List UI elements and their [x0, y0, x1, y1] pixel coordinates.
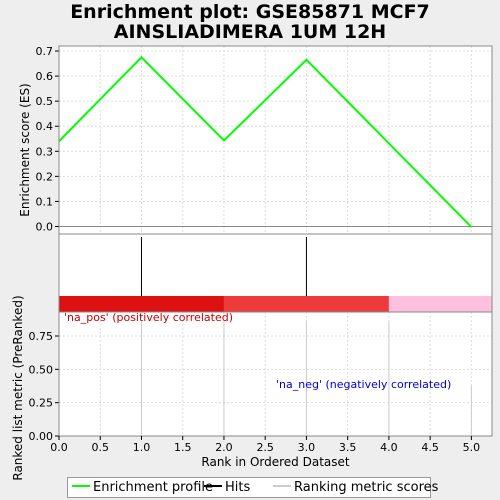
legend-label-enrichment-profile: Enrichment profile — [93, 480, 213, 495]
hits-plot-area — [59, 234, 492, 296]
legend-label-ranking-metric: Ranking metric scores — [294, 480, 439, 495]
colorbar-segment — [388, 296, 492, 312]
es-plot-area — [59, 46, 492, 234]
colorbar-segment — [223, 296, 389, 312]
x-axis-label: Rank in Ordered Dataset — [201, 455, 349, 469]
enrichment-profile-line — [58, 55, 473, 228]
chart-legend: Enrichment profile Hits Ranking metric s… — [67, 477, 438, 498]
es-ytick-label: 0.5 — [36, 95, 54, 108]
legend-swatch-hits — [204, 484, 222, 487]
legend-label-hits: Hits — [225, 480, 251, 495]
es-ytick-label: 0.2 — [36, 170, 54, 183]
metric-ylabel: Ranked list metric (PreRanked) — [11, 295, 25, 480]
metric-pos-label: 'na_pos' (positively correlated) — [64, 311, 233, 324]
es-ytick-label: 0.6 — [36, 70, 54, 83]
xtick-label: 2.0 — [215, 441, 233, 454]
xtick-label: 0.5 — [91, 441, 109, 454]
chart-title-line-2: AINSLIADIMERA 1UM 12H — [113, 21, 387, 43]
metric-ytick-label: 0.25 — [29, 397, 54, 410]
metric-ytick-label: 0.75 — [29, 330, 54, 343]
legend-item-enrichment-profile: Enrichment profile — [72, 480, 213, 495]
metric-plot-area — [59, 312, 492, 436]
metric-plot-frame — [58, 311, 493, 437]
colorbar-segment — [59, 296, 224, 312]
es-ytick-label: 0.4 — [36, 120, 54, 133]
xtick-label: 1.5 — [174, 441, 192, 454]
legend-swatch-ranking-metric — [273, 484, 291, 487]
xtick-label: 5.0 — [463, 441, 481, 454]
legend-swatch-enrichment-profile — [72, 484, 90, 487]
xtick-label: 4.5 — [421, 441, 439, 454]
es-ytick-label: 0.0 — [36, 220, 54, 233]
xtick-label: 2.5 — [256, 441, 274, 454]
xtick-label: 0.0 — [50, 441, 68, 454]
xtick-label: 1.0 — [133, 441, 151, 454]
es-ytick-label: 0.3 — [36, 145, 54, 158]
chart-title: Enrichment plot: GSE85871 MCF7 AINSLIADI… — [0, 2, 500, 42]
es-ylabel: Enrichment score (ES) — [18, 83, 32, 216]
legend-item-hits: Hits — [204, 480, 250, 495]
metric-ytick-label: 0.00 — [29, 430, 54, 443]
xtick-label: 4.0 — [380, 441, 398, 454]
chart-title-line-1: Enrichment plot: GSE85871 MCF7 — [70, 1, 430, 23]
metric-neg-label: 'na_neg' (negatively correlated) — [276, 378, 451, 391]
xtick-label: 3.0 — [298, 441, 316, 454]
es-ytick-label: 0.7 — [36, 45, 54, 58]
es-ytick-label: 0.1 — [36, 195, 54, 208]
metric-ytick-label: 0.50 — [29, 363, 54, 376]
xtick-label: 3.5 — [339, 441, 357, 454]
legend-item-ranking-metric: Ranking metric scores — [273, 480, 438, 495]
